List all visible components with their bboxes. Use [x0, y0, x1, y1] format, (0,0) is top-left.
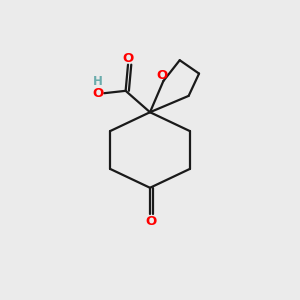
Text: H: H	[93, 75, 103, 88]
Text: O: O	[92, 87, 103, 100]
Text: O: O	[146, 215, 157, 228]
Text: O: O	[122, 52, 134, 64]
Text: O: O	[156, 69, 167, 82]
